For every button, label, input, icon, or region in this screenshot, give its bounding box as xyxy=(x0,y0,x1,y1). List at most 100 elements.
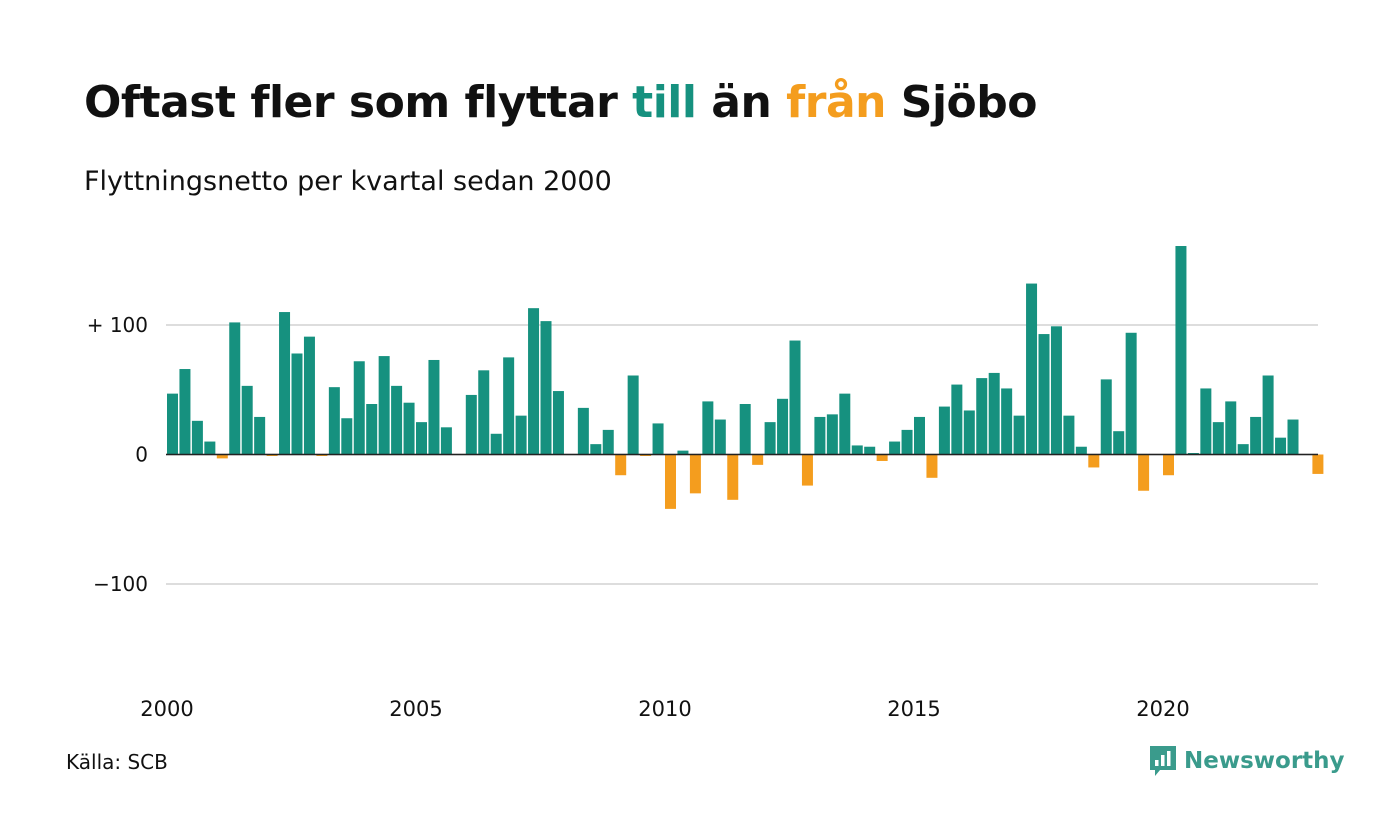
y-tick-label: + 100 xyxy=(87,313,148,337)
source-note: Källa: SCB xyxy=(66,750,168,774)
bar-2004-q1 xyxy=(366,404,378,455)
bar-chart: + 100 0 −100 2000 2005 2010 2015 2020 xyxy=(87,246,1324,721)
bar-2006-q3 xyxy=(490,433,502,455)
bar-2015-q2 xyxy=(926,454,938,478)
bar-2004-q3 xyxy=(391,385,403,455)
bar-2003-q2 xyxy=(328,387,340,455)
bar-2011-q1 xyxy=(714,419,726,455)
title-positive-word: till xyxy=(632,77,697,128)
bars xyxy=(167,246,1324,509)
bar-2007-q4 xyxy=(552,391,564,455)
x-tick-label: 2010 xyxy=(638,697,691,721)
title-part-3: Sjöbo xyxy=(885,77,1038,128)
bar-2008-q3 xyxy=(590,444,602,455)
bar-2013-q3 xyxy=(839,393,851,455)
bar-2006-q4 xyxy=(503,357,515,455)
bar-2015-q4 xyxy=(951,384,963,455)
bar-2009-q1 xyxy=(615,454,627,476)
bar-2022-q1 xyxy=(1262,375,1274,455)
bar-2000-q2 xyxy=(179,369,191,455)
bar-2022-q2 xyxy=(1275,437,1287,455)
y-tick-label: −100 xyxy=(93,572,148,596)
bar-2018-q4 xyxy=(1100,379,1112,455)
bar-2002-q3 xyxy=(291,353,303,455)
bar-2007-q3 xyxy=(540,321,552,455)
bar-2006-q1 xyxy=(465,394,477,455)
bar-2021-q1 xyxy=(1212,422,1224,455)
bar-2015-q3 xyxy=(938,406,950,455)
bar-2002-q2 xyxy=(279,312,291,455)
bar-2011-q3 xyxy=(739,404,751,455)
bar-2003-q3 xyxy=(341,418,353,455)
bar-2021-q3 xyxy=(1237,444,1249,455)
bar-2020-q1 xyxy=(1163,454,1174,476)
x-tick-label: 2015 xyxy=(887,697,940,721)
bar-2010-q4 xyxy=(702,401,714,455)
bar-2016-q4 xyxy=(1001,388,1013,455)
bar-2011-q4 xyxy=(752,454,764,465)
title-negative-word: från xyxy=(786,77,886,128)
bar-2018-q2 xyxy=(1075,446,1087,455)
bar-2000-q4 xyxy=(204,441,216,455)
bar-2002-q4 xyxy=(303,336,315,455)
bar-2022-q3 xyxy=(1287,419,1299,455)
bar-2019-q1 xyxy=(1113,431,1125,455)
bar-2020-q2 xyxy=(1175,246,1187,455)
bar-2001-q2 xyxy=(229,322,241,455)
bar-2021-q2 xyxy=(1225,401,1237,455)
bar-2001-q4 xyxy=(254,416,266,455)
bar-2018-q3 xyxy=(1088,454,1100,468)
bar-2023-q1 xyxy=(1312,454,1324,474)
bar-2005-q3 xyxy=(440,427,452,455)
bar-2001-q3 xyxy=(241,385,253,455)
bar-2003-q4 xyxy=(353,361,365,455)
bar-2019-q2 xyxy=(1125,332,1137,455)
bar-2017-q4 xyxy=(1050,326,1062,455)
bar-2012-q3 xyxy=(789,340,801,455)
bar-2014-q2 xyxy=(876,454,888,461)
bar-2015-q1 xyxy=(914,416,925,455)
bar-2007-q2 xyxy=(528,308,540,455)
bar-2017-q2 xyxy=(1026,283,1038,455)
bar-2009-q4 xyxy=(652,423,664,455)
bar-2010-q3 xyxy=(689,454,701,494)
bar-2012-q1 xyxy=(764,422,776,455)
chart-title: Oftast fler som flyttar till än från Sjö… xyxy=(84,74,1038,132)
bar-2013-q4 xyxy=(851,445,863,455)
bar-2012-q2 xyxy=(777,398,789,455)
bar-2021-q4 xyxy=(1250,416,1262,455)
bar-2001-q1 xyxy=(216,454,228,459)
bar-2008-q2 xyxy=(577,407,589,455)
bar-2005-q1 xyxy=(416,422,427,455)
bar-2017-q1 xyxy=(1013,415,1025,455)
chart-subtitle: Flyttningsnetto per kvartal sedan 2000 xyxy=(84,166,612,197)
bar-2007-q1 xyxy=(515,415,527,455)
bar-2013-q1 xyxy=(814,416,826,455)
bar-2016-q1 xyxy=(963,410,975,455)
newsworthy-logo: Newsworthy xyxy=(1148,744,1345,778)
bar-2014-q4 xyxy=(901,429,913,455)
newsworthy-logo-icon xyxy=(1150,746,1176,776)
axes: + 100 0 −100 2000 2005 2010 2015 2020 xyxy=(87,313,1318,721)
bar-2009-q2 xyxy=(627,375,639,455)
bar-2010-q1 xyxy=(665,454,676,509)
bar-2019-q3 xyxy=(1138,454,1150,491)
bar-2018-q1 xyxy=(1063,415,1075,455)
bar-2004-q4 xyxy=(403,402,415,455)
bar-2017-q3 xyxy=(1038,334,1050,455)
title-part-1: Oftast fler som flyttar xyxy=(84,77,633,128)
bar-2006-q2 xyxy=(478,370,490,455)
newsworthy-brand-name: Newsworthy xyxy=(1184,748,1345,774)
bar-2016-q2 xyxy=(976,378,988,455)
bar-2013-q2 xyxy=(826,414,838,455)
x-tick-label: 2005 xyxy=(389,697,442,721)
bar-2014-q3 xyxy=(889,441,901,455)
x-tick-label: 2000 xyxy=(140,697,193,721)
bar-2004-q2 xyxy=(378,356,390,455)
bar-2005-q2 xyxy=(428,359,440,455)
y-tick-label: 0 xyxy=(135,443,148,467)
bar-2012-q4 xyxy=(801,454,813,486)
bar-2008-q4 xyxy=(602,429,614,455)
bar-2011-q2 xyxy=(727,454,739,500)
bar-2020-q4 xyxy=(1200,388,1212,455)
